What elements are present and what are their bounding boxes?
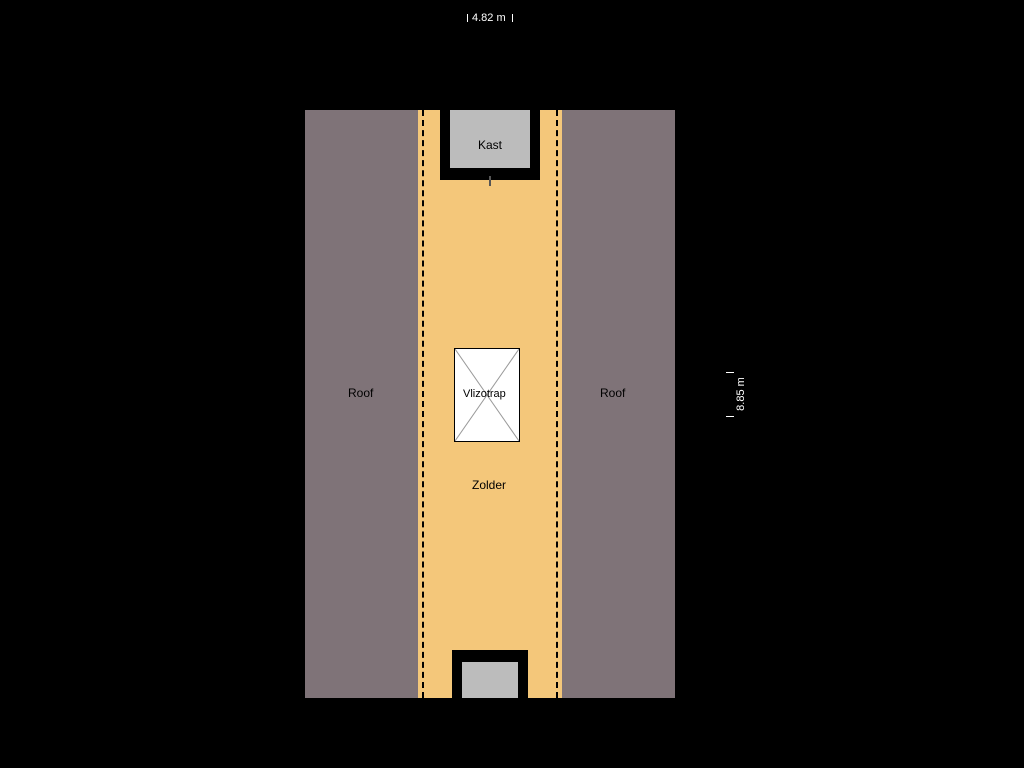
dim-tick [512, 14, 513, 22]
roof-right-label: Roof [600, 386, 625, 400]
bottom-box-fill [462, 662, 518, 698]
height-dimension: 8.85 m [735, 377, 747, 411]
dim-tick [467, 14, 468, 22]
dim-tick [726, 416, 734, 417]
roof-left-region [305, 110, 418, 698]
width-dimension: 4.82 m [472, 12, 506, 24]
kast-door-tick [489, 176, 491, 186]
vlizotrap-label: Vlizotrap [463, 388, 506, 400]
zolder-label: Zolder [472, 478, 506, 492]
roof-right-region [562, 110, 675, 698]
kast-label: Kast [478, 138, 502, 152]
dim-tick [726, 372, 734, 373]
roof-left-label: Roof [348, 386, 373, 400]
dashed-boundary-left [422, 110, 424, 698]
dashed-boundary-right [556, 110, 558, 698]
